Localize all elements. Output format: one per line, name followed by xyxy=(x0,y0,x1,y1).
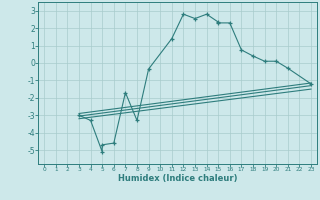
X-axis label: Humidex (Indice chaleur): Humidex (Indice chaleur) xyxy=(118,174,237,183)
